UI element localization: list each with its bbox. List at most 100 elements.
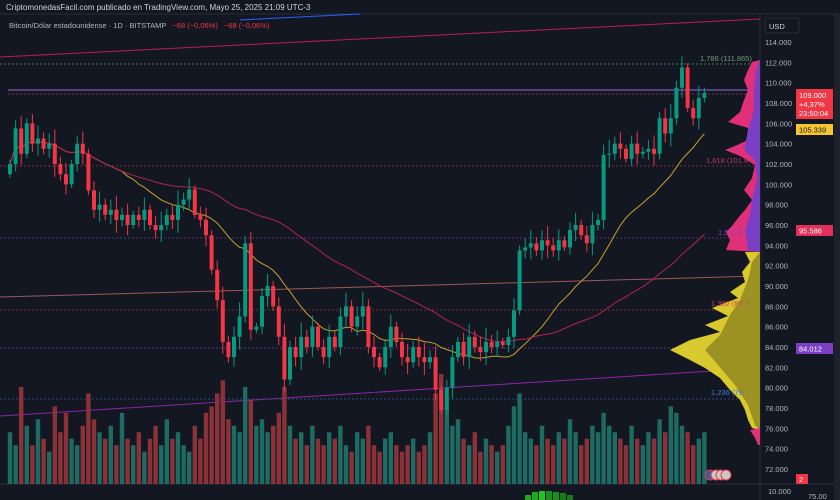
candle-up bbox=[540, 230, 544, 260]
currency-button[interactable] bbox=[764, 17, 800, 34]
price-axis[interactable]: 114.000 112.000 110.000 108.000 106.000 104.0… bbox=[765, 38, 792, 474]
volume-bar bbox=[545, 438, 550, 484]
candle-up bbox=[69, 159, 74, 188]
candle-body bbox=[125, 214, 130, 225]
drawings-layer bbox=[0, 13, 761, 417]
volume-bar bbox=[315, 438, 321, 484]
volume-bar bbox=[175, 432, 181, 484]
candle-body bbox=[635, 143, 640, 154]
candle-body bbox=[24, 123, 29, 154]
candle-body bbox=[153, 225, 158, 231]
candle-body bbox=[652, 148, 656, 154]
symbol-name[interactable]: Bitcoin/Dólar estadounidense · 1D · BITS… bbox=[9, 21, 167, 30]
symbol-legend[interactable]: Bitcoin/Dólar estadounidense · 1D · BITS… bbox=[9, 21, 269, 30]
candle-down bbox=[439, 385, 444, 414]
candle-body bbox=[646, 148, 651, 152]
volume-bar bbox=[427, 432, 433, 484]
candle-up bbox=[97, 191, 102, 222]
volume-bar bbox=[517, 393, 522, 484]
candle-up bbox=[573, 212, 578, 242]
candle-body bbox=[668, 118, 673, 134]
candle-body bbox=[41, 138, 46, 149]
volume-bar bbox=[231, 425, 237, 484]
candle-body bbox=[136, 214, 141, 220]
volume-bar bbox=[327, 432, 332, 484]
volume-bar bbox=[75, 445, 80, 484]
volume-bar bbox=[276, 412, 281, 484]
volume-bar bbox=[573, 432, 578, 484]
candle-down bbox=[64, 162, 68, 195]
volume-bars bbox=[7, 374, 707, 484]
price-tick-label: 72.000 bbox=[765, 465, 788, 474]
candle-body bbox=[584, 235, 589, 244]
candle-body bbox=[657, 118, 662, 154]
candle-body bbox=[472, 336, 477, 347]
candle-up bbox=[596, 213, 600, 231]
candle-body bbox=[540, 240, 544, 251]
us-flag-icon[interactable] bbox=[720, 469, 732, 481]
candle-up bbox=[338, 307, 343, 356]
volume-bar bbox=[187, 451, 192, 484]
trendline-blue[interactable] bbox=[239, 13, 361, 21]
candle-body bbox=[428, 357, 432, 363]
candle-up bbox=[467, 323, 472, 370]
volume-bar bbox=[360, 438, 365, 484]
candle-down bbox=[282, 323, 287, 392]
candle-body bbox=[372, 347, 376, 358]
trendline-lower[interactable] bbox=[0, 367, 761, 417]
scrollbar[interactable] bbox=[834, 14, 840, 500]
volume-bar bbox=[579, 445, 584, 484]
trendline-upper[interactable] bbox=[0, 18, 761, 58]
candle-body bbox=[288, 347, 292, 380]
volume-bar bbox=[19, 386, 24, 484]
candle-body bbox=[680, 67, 684, 88]
volume-bar bbox=[293, 438, 298, 484]
candle-body bbox=[86, 153, 91, 191]
candle-up bbox=[428, 350, 432, 369]
volume-bar bbox=[657, 419, 662, 484]
candle-body bbox=[52, 143, 57, 164]
candle-down bbox=[489, 334, 494, 354]
candle-body bbox=[484, 341, 488, 353]
candle-body bbox=[69, 164, 74, 185]
candle-up bbox=[75, 135, 80, 172]
candle-body bbox=[97, 204, 102, 210]
candle-body bbox=[187, 189, 192, 200]
candle-up bbox=[265, 273, 270, 308]
candle-up bbox=[24, 118, 29, 159]
candle-body bbox=[204, 219, 208, 236]
candle-down bbox=[551, 238, 556, 257]
price-tick-label: 108.000 bbox=[765, 99, 792, 108]
candle-down bbox=[534, 237, 539, 256]
candle-down bbox=[170, 204, 175, 230]
ma-short-badge bbox=[796, 124, 833, 135]
volume-bar bbox=[282, 386, 287, 484]
candle-body bbox=[80, 143, 85, 154]
candle-body bbox=[691, 108, 696, 119]
candle-body bbox=[411, 347, 416, 363]
volume-bar bbox=[601, 412, 606, 484]
candle-body bbox=[377, 357, 382, 368]
candle-body bbox=[545, 240, 550, 246]
candle-body bbox=[590, 225, 595, 244]
volume-bar bbox=[103, 438, 108, 484]
candle-body bbox=[30, 123, 35, 144]
candle-body bbox=[260, 296, 264, 327]
candle-body bbox=[478, 347, 483, 353]
candle-down bbox=[349, 300, 354, 333]
ma-long-line bbox=[9, 141, 705, 343]
candle-up bbox=[506, 328, 511, 353]
volume-bar bbox=[539, 425, 545, 484]
economic-events[interactable] bbox=[704, 469, 732, 481]
events-badge[interactable] bbox=[796, 474, 808, 484]
candle-down bbox=[618, 132, 623, 159]
volume-bar bbox=[416, 451, 421, 484]
candle-body bbox=[601, 154, 606, 220]
ma-long-badge bbox=[796, 225, 833, 236]
candle-down bbox=[192, 185, 197, 219]
candle-body bbox=[439, 389, 444, 411]
candle-down bbox=[209, 230, 214, 275]
candle-up bbox=[36, 125, 40, 156]
trendline-middle[interactable] bbox=[0, 275, 761, 298]
